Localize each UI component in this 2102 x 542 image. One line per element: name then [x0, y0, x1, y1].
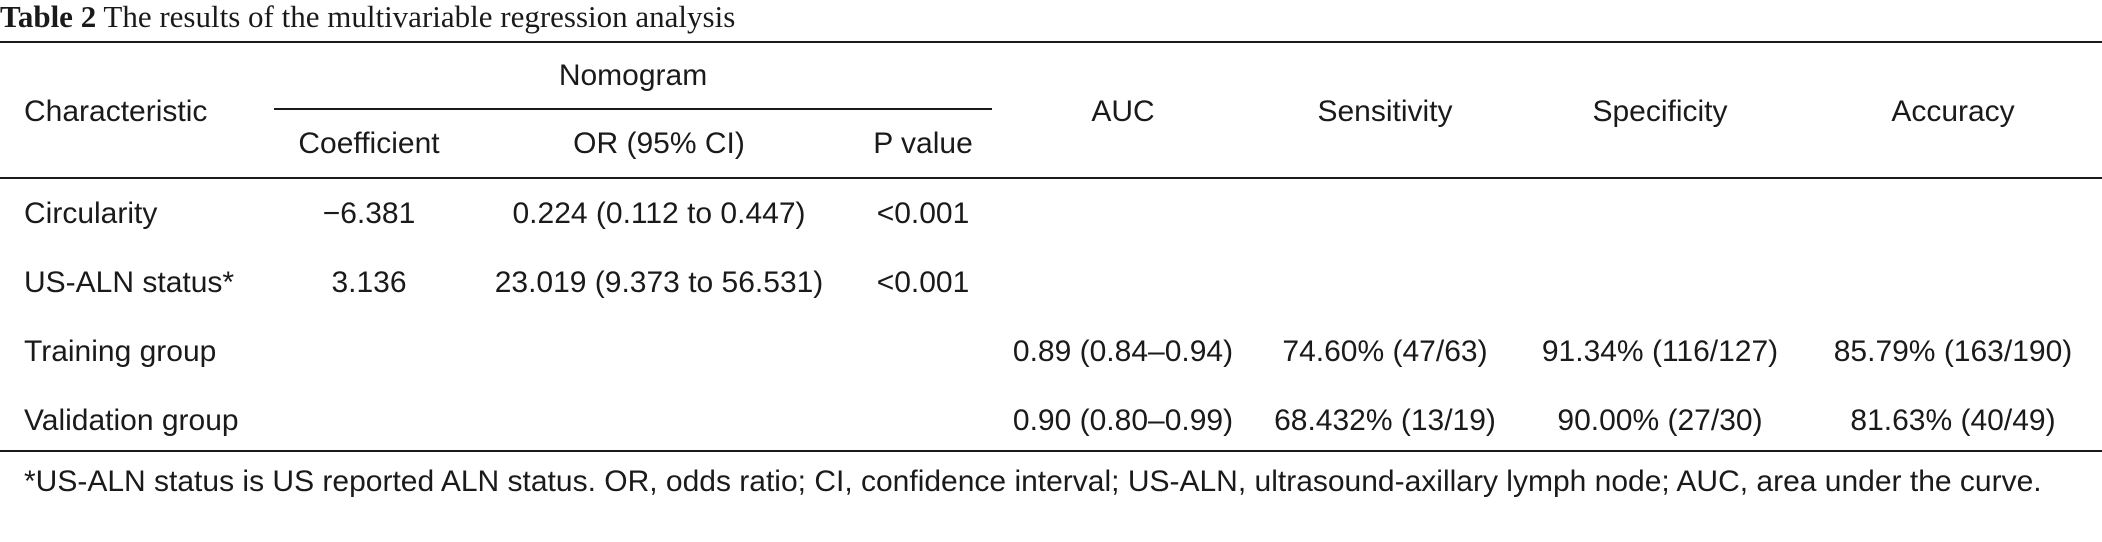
- table-row-circularity-or-ci: 0.224 (0.112 to 0.447): [512, 197, 806, 230]
- table-row-circularity-p-value: <0.001: [876, 197, 970, 230]
- table-row-training-auc: 0.89 (0.84–0.94): [1012, 335, 1234, 368]
- table-row-validation-characteristic: Validation group: [24, 404, 239, 437]
- header-specificity: Specificity: [1592, 95, 1728, 128]
- table-top-rule: [0, 41, 2102, 43]
- header-accuracy: Accuracy: [1891, 95, 2015, 128]
- header-or-ci: OR (95% CI): [573, 127, 745, 160]
- header-bottom-rule: [0, 177, 2102, 179]
- table-row-validation-auc: 0.90 (0.80–0.99): [1012, 404, 1234, 437]
- table-row-circularity-coefficient: −6.381: [322, 197, 416, 230]
- table-row-validation-specificity: 90.00% (27/30): [1557, 404, 1763, 437]
- table-row-us-aln-characteristic: US-ALN status*: [24, 266, 235, 299]
- table-row-training-sensitivity: 74.60% (47/63): [1282, 335, 1488, 368]
- table-row-validation-sensitivity: 68.432% (13/19): [1274, 404, 1496, 437]
- table-caption: Table 2 The results of the multivariable…: [0, 0, 735, 40]
- header-characteristic: Characteristic: [24, 95, 208, 128]
- table-row-us-aln-p-value: <0.001: [876, 266, 970, 299]
- table-row-us-aln-or-ci: 23.019 (9.373 to 56.531): [494, 266, 824, 299]
- table-row-training-specificity: 91.34% (116/127): [1541, 335, 1779, 368]
- header-nomogram: Nomogram: [558, 59, 708, 92]
- header-p-value: P value: [873, 127, 973, 160]
- table-row-validation-accuracy: 81.63% (40/49): [1850, 404, 2056, 437]
- table-caption-text: The results of the multivariable regress…: [103, 0, 736, 34]
- table-row-training-characteristic: Training group: [24, 335, 217, 368]
- table-row-circularity-characteristic: Circularity: [24, 197, 158, 230]
- table-footnote: *US-ALN status is US reported ALN status…: [24, 465, 2042, 498]
- table-bottom-rule: [0, 450, 2102, 452]
- table-caption-label: Table 2: [0, 0, 97, 34]
- header-sensitivity: Sensitivity: [1317, 95, 1453, 128]
- table-row-training-accuracy: 85.79% (163/190): [1833, 335, 2073, 368]
- header-auc: AUC: [1091, 95, 1155, 128]
- nomogram-group-rule: [274, 108, 992, 110]
- table-row-us-aln-coefficient: 3.136: [331, 266, 407, 299]
- header-coefficient: Coefficient: [298, 127, 440, 160]
